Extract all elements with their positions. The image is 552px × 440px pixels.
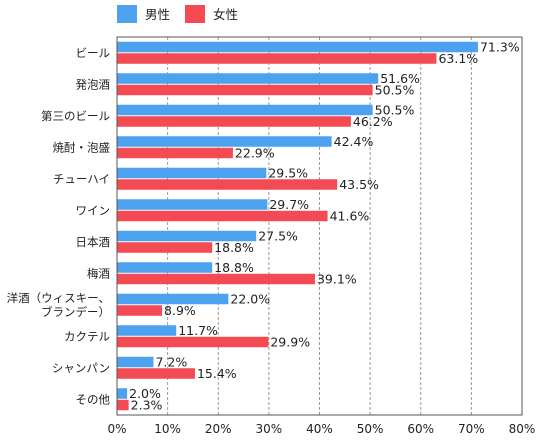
data-label-female: 41.6% [330,209,370,224]
category-label-line: その他 [76,392,111,406]
data-label-female: 18.8% [214,240,254,255]
legend-label-female: 女性 [213,7,238,22]
x-tick-label: 80% [509,422,536,436]
bar-male [117,230,257,242]
data-label-male: 29.7% [269,197,309,212]
bar-male [117,41,478,53]
x-tick-label: 0% [107,422,126,436]
category-label-line: 日本酒 [76,235,111,249]
data-label-female: 46.2% [353,114,393,129]
category-label-line: 第三のビール [41,109,110,123]
category-label: 焼酎・泡盛 [53,140,111,154]
legend-label-male: 男性 [145,7,170,22]
data-label-female: 2.3% [131,398,163,413]
category-label: カクテル [64,329,110,343]
data-label-male: 18.8% [214,260,254,275]
data-label-female: 50.5% [375,83,415,98]
x-tick-label: 40% [306,422,333,436]
category-label-line: ブランデー） [41,305,110,319]
data-label-female: 22.9% [235,146,275,161]
bar-male [117,262,213,273]
data-label-male: 11.7% [178,323,218,338]
bar-female [117,273,315,285]
data-label-male: 29.5% [268,166,308,181]
data-label-male: 2.0% [129,386,161,401]
bar-male [117,167,267,179]
bar-female [117,53,437,64]
bar-male [117,293,229,305]
data-label-male: 50.5% [375,103,415,118]
category-label-line: チューハイ [53,172,110,186]
bar-male [117,356,154,368]
category-label-line: 洋酒（ウィスキー、 [7,291,110,305]
bar-female [117,399,129,411]
bar-male [117,73,379,84]
data-label-female: 15.4% [197,366,237,381]
bar-male [117,388,128,399]
category-label: シャンパン [52,361,110,375]
bar-female [117,210,328,222]
bar-female [117,84,373,96]
category-label: チューハイ [53,172,110,186]
category-label: 発泡酒 [76,77,111,91]
bar-male [117,104,373,116]
category-label-line: ビール [76,46,111,60]
data-label-male: 42.4% [334,134,374,149]
bars [117,41,478,411]
data-label-female: 8.9% [164,303,196,318]
category-label: ワイン [76,203,111,217]
category-label-line: ワイン [76,203,111,217]
data-label-male: 7.2% [155,355,187,370]
category-label-line: 発泡酒 [76,77,111,91]
data-label-male: 71.3% [480,40,520,55]
x-tick-label: 60% [407,422,434,436]
data-label-female: 43.5% [339,177,379,192]
legend-swatch-female [185,5,205,23]
plot-frame [116,36,523,416]
bar-female [117,336,269,348]
legend: 男性 女性 [117,5,238,23]
data-label-male: 22.0% [230,292,270,307]
x-tick-label: 50% [357,422,384,436]
bar-female [117,179,338,190]
category-label: 洋酒（ウィスキー、ブランデー） [7,291,110,319]
bar-female [117,147,233,159]
data-label-female: 39.1% [317,272,357,287]
data-label-male: 51.6% [380,71,420,86]
x-tick-label: 20% [205,422,232,436]
category-label: 第三のビール [41,109,110,123]
category-label: 日本酒 [76,235,111,249]
category-label: ビール [76,46,111,60]
data-label-female: 29.9% [270,335,310,350]
legend-swatch-male [117,5,137,23]
x-tick-label: 10% [154,422,181,436]
bar-female [117,242,213,253]
axes [116,36,523,416]
bar-female [117,116,351,127]
category-label-line: 焼酎・泡盛 [53,140,111,154]
bar-male [117,136,332,147]
category-label-line: シャンパン [52,361,110,375]
data-label-male: 27.5% [258,229,298,244]
x-tick-label: 30% [256,422,283,436]
category-label-line: 梅酒 [87,266,110,280]
labels: 0% 10% 20% 30% 40% 50% 60% 70% 80% ビール 71.3%63.1% 発… [7,40,536,437]
category-label-line: カクテル [64,329,110,343]
bar-female [117,368,195,379]
bar-male [117,199,268,210]
data-label-female: 63.1% [438,51,478,66]
category-label: 梅酒 [87,266,110,280]
category-label: その他 [76,392,111,406]
bar-male [117,325,177,336]
bar-female [117,305,163,316]
x-tick-label: 70% [458,422,485,436]
